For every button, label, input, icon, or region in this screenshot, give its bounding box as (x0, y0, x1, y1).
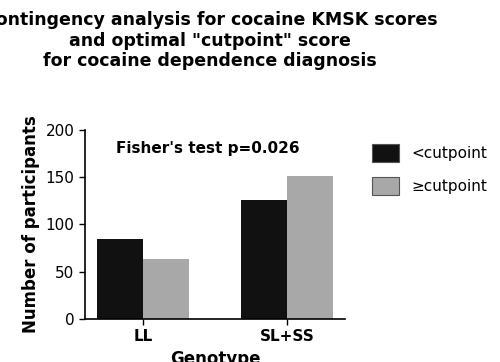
Legend: <cutpoint, ≥cutpoint: <cutpoint, ≥cutpoint (366, 138, 494, 201)
Text: Contingency analysis for cocaine KMSK scores
and optimal "cutpoint" score
for co: Contingency analysis for cocaine KMSK sc… (0, 11, 438, 71)
Y-axis label: Number of participants: Number of participants (22, 115, 40, 333)
Bar (143, 259, 189, 319)
X-axis label: Genotype: Genotype (170, 350, 260, 362)
Bar (97, 239, 143, 319)
Bar (241, 200, 287, 319)
Text: Fisher's test p=0.026: Fisher's test p=0.026 (116, 141, 300, 156)
Bar (287, 176, 333, 319)
